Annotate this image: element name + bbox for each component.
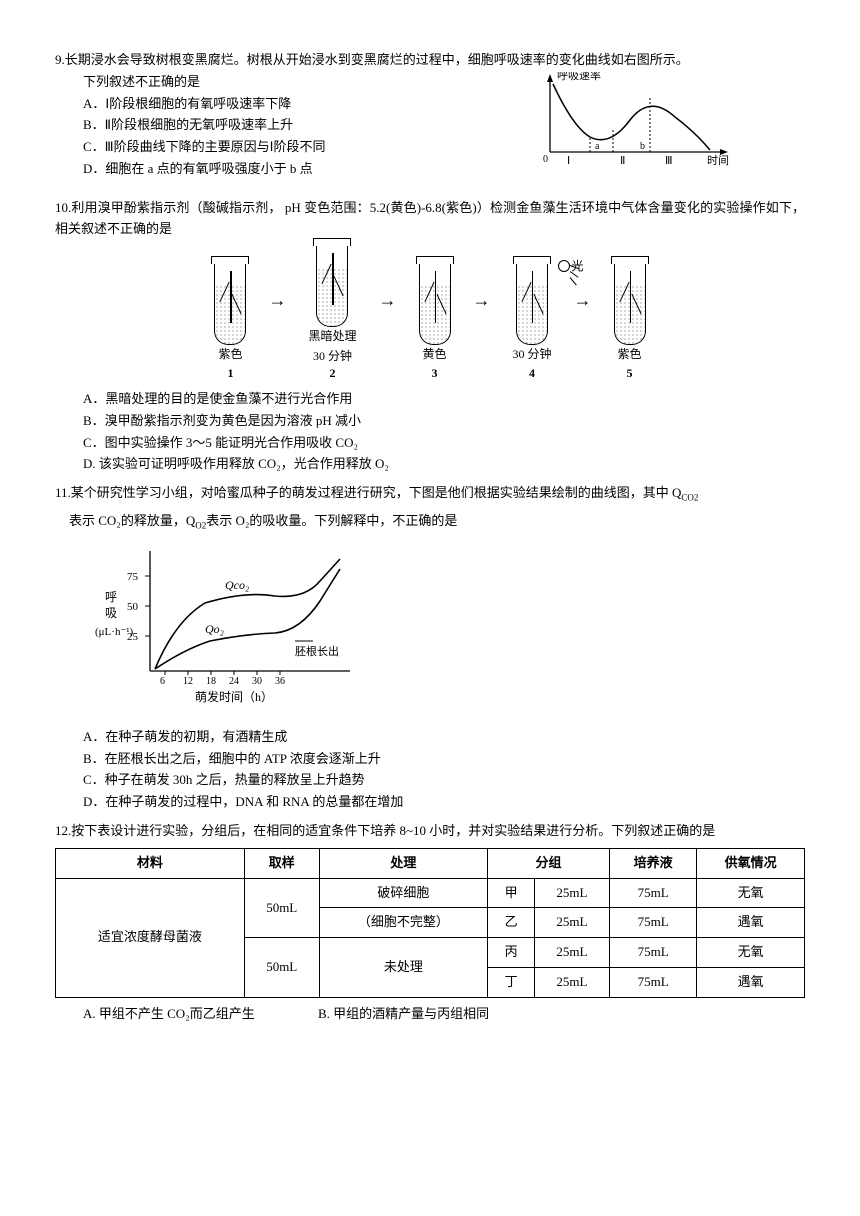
svg-text:Qco₂: Qco₂ <box>225 578 249 592</box>
q10-opt-a: A．黑暗处理的目的是使金鱼藻不进行光合作用 <box>83 389 805 410</box>
q9-stem: 9.长期浸水会导致树根变黑腐烂。树根从开始浸水到变黑腐烂的过程中，细胞呼吸速率的… <box>55 50 805 71</box>
svg-text:24: 24 <box>229 676 239 687</box>
q10-number: 10. <box>55 200 71 215</box>
svg-text:萌发时间（h）: 萌发时间（h） <box>195 689 273 704</box>
q11-graph: 75 50 25 呼 吸 (μL·h⁻¹) Qco₂ Qo₂ 胚根长出 6 12… <box>95 541 375 711</box>
q11-options: A．在种子萌发的初期，有酒精生成 B．在胚根长出之后，细胞中的 ATP 浓度会逐… <box>55 727 805 813</box>
question-11: 11.某个研究性学习小组，对哈蜜瓜种子的萌发过程进行研究，下图是他们根据实验结果… <box>55 483 805 813</box>
q9-number: 9. <box>55 52 65 67</box>
q10-opt-b: B．溴甲酚紫指示剂变为黄色是因为溶液 pH 减小 <box>83 411 805 432</box>
q9-graph: 呼吸速率 时间 0 Ⅰ a Ⅱ b Ⅲ <box>535 72 735 167</box>
q10-stem: 10.利用溴甲酚紫指示剂（酸碱指示剂， pH 变色范围：5.2(黄色)-6.8(… <box>55 198 805 240</box>
svg-text:50: 50 <box>127 601 139 613</box>
svg-text:30: 30 <box>252 676 262 687</box>
col-oxygen: 供氧情况 <box>697 848 805 878</box>
arrow-icon: → <box>473 286 491 343</box>
q12-opt-b: B. 甲组的酒精产量与丙组相同 <box>318 1006 489 1021</box>
svg-text:(μL·h⁻¹): (μL·h⁻¹) <box>95 626 134 638</box>
question-9: 9.长期浸水会导致树根变黑腐烂。树根从开始浸水到变黑腐烂的过程中，细胞呼吸速率的… <box>55 50 805 180</box>
svg-text:18: 18 <box>206 676 216 687</box>
tube-4: 光 30 分钟 4 <box>513 263 552 383</box>
tube-3: 黄色 3 <box>419 263 451 383</box>
q11-stem: 11.某个研究性学习小组，对哈蜜瓜种子的萌发过程进行研究，下图是他们根据实验结果… <box>55 483 805 505</box>
light-icon: 光 <box>558 257 584 276</box>
q11-opt-d: D．在种子萌发的过程中，DNA 和 RNA 的总量都在增加 <box>83 792 805 813</box>
table-header-row: 材料 取样 处理 分组 培养液 供氧情况 <box>56 848 805 878</box>
svg-text:呼吸速率: 呼吸速率 <box>557 72 601 82</box>
q11-opt-b: B．在胚根长出之后，细胞中的 ATP 浓度会逐渐上升 <box>83 749 805 770</box>
q11-number: 11. <box>55 485 71 500</box>
svg-text:吸: 吸 <box>105 606 117 620</box>
q12-options: A. 甲组不产生 CO₂而乙组产生 B. 甲组的酒精产量与丙组相同 <box>55 1004 805 1025</box>
q12-stem: 12.按下表设计进行实验，分组后，在相同的适宜条件下培养 8~10 小时，并对实… <box>55 821 805 842</box>
svg-text:12: 12 <box>183 676 193 687</box>
col-treat: 处理 <box>319 848 487 878</box>
svg-text:6: 6 <box>160 676 165 687</box>
q11-stem-line2: 表示 CO₂的释放量，QO2表示 O₂的吸收量。下列解释中，不正确的是 <box>55 511 805 533</box>
q12-table: 材料 取样 处理 分组 培养液 供氧情况 适宜浓度酵母菌液 50mL 破碎细胞 … <box>55 848 805 998</box>
svg-text:Ⅰ: Ⅰ <box>567 155 570 167</box>
q11-opt-c: C．种子在萌发 30h 之后，热量的释放呈上升趋势 <box>83 770 805 791</box>
svg-text:时间: 时间 <box>707 154 729 167</box>
svg-text:0: 0 <box>543 154 548 165</box>
q12-opt-a: A. 甲组不产生 CO₂而乙组产生 <box>83 1006 255 1021</box>
svg-text:b: b <box>640 141 645 152</box>
svg-text:a: a <box>595 141 600 152</box>
svg-text:Ⅲ: Ⅲ <box>665 155 673 167</box>
q11-opt-a: A．在种子萌发的初期，有酒精生成 <box>83 727 805 748</box>
arrow-icon: → <box>574 286 592 343</box>
arrow-icon: → <box>379 286 397 343</box>
col-material: 材料 <box>56 848 245 878</box>
q10-diagram: 紫色 1 → 黑暗处理 30 分钟 2 → 黄色 3 → <box>55 245 805 383</box>
tube-2: 黑暗处理 30 分钟 2 <box>308 245 356 383</box>
q10-opt-d: D. 该实验可证明呼吸作用释放 CO₂，光合作用释放 O₂ <box>83 454 805 475</box>
q10-opt-c: C．图中实验操作 3～5 能证明光合作用吸收 CO₂ <box>83 433 805 454</box>
q10-options: A．黑暗处理的目的是使金鱼藻不进行光合作用 B．溴甲酚紫指示剂变为黄色是因为溶液… <box>55 389 805 475</box>
svg-text:36: 36 <box>275 676 285 687</box>
svg-text:75: 75 <box>127 571 139 583</box>
col-medium: 培养液 <box>609 848 696 878</box>
svg-text:Ⅱ: Ⅱ <box>620 155 625 167</box>
question-12: 12.按下表设计进行实验，分组后，在相同的适宜条件下培养 8~10 小时，并对实… <box>55 821 805 1025</box>
q12-number: 12. <box>55 823 71 838</box>
tube-1: 紫色 1 <box>214 263 246 383</box>
col-group: 分组 <box>488 848 610 878</box>
svg-text:呼: 呼 <box>105 590 117 604</box>
table-row: 适宜浓度酵母菌液 50mL 破碎细胞 甲 25mL 75mL 无氧 <box>56 878 805 908</box>
question-10: 10.利用溴甲酚紫指示剂（酸碱指示剂， pH 变色范围：5.2(黄色)-6.8(… <box>55 198 805 475</box>
arrow-icon: → <box>268 286 286 343</box>
tube-5: 紫色 5 <box>614 263 646 383</box>
svg-text:Qo₂: Qo₂ <box>205 622 224 636</box>
col-sample: 取样 <box>244 848 319 878</box>
svg-text:胚根长出: 胚根长出 <box>295 644 339 658</box>
